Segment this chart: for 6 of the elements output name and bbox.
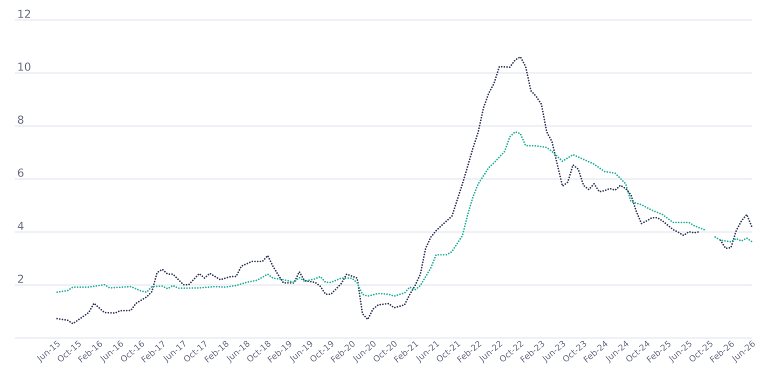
y-tick-label: 6 xyxy=(18,168,24,177)
y-tick-label: 12 xyxy=(18,10,30,18)
y-tick-label: 4 xyxy=(18,222,24,230)
y-tick-label: 10 xyxy=(18,62,30,71)
y-tick-label: 2 xyxy=(18,274,24,283)
y-tick-label: 8 xyxy=(18,116,24,124)
